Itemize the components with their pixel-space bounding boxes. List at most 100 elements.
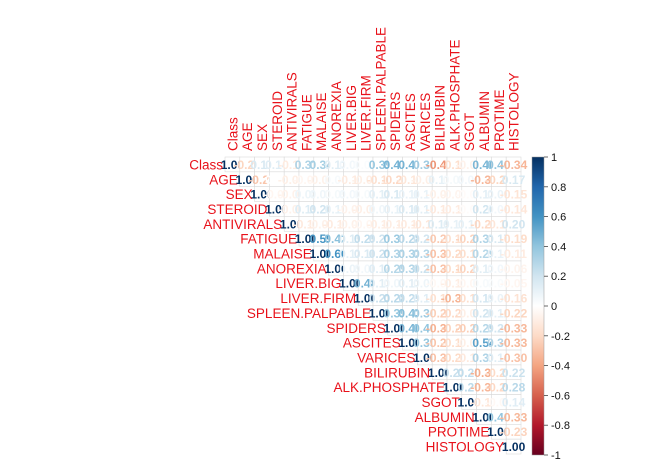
cell-value: -0.12 (456, 351, 484, 365)
cell-value: -0.30 (426, 351, 454, 365)
cell-value: 0.08 (413, 277, 437, 291)
cell-value: -0.08 (278, 202, 306, 216)
cell-value: -0.07 (337, 202, 365, 216)
cell-value: -0.34 (470, 381, 498, 395)
cell-value: 0.12 (339, 247, 363, 261)
cell-value: -0.14 (411, 217, 439, 231)
cell-value: 0.20 (472, 306, 496, 320)
cell-value: -0.34 (470, 173, 498, 187)
row-label-bilirubin: BILIRUBIN (364, 365, 430, 380)
cell-value: 0.10 (487, 247, 511, 261)
row-label-class: Class (189, 157, 223, 172)
cell-value: -0.34 (500, 158, 528, 172)
row-label-spleen-palpable: SPLEEN.PALPABLE (247, 306, 371, 321)
cell-value: 1.00 (398, 336, 422, 350)
cell-value: 0.39 (413, 336, 437, 350)
cell-value: 0.17 (384, 188, 408, 202)
row-label-alk-phosphate: ALK.PHOSPHATE (333, 380, 445, 395)
cell-value: -0.18 (456, 247, 484, 261)
row-label-malaise: MALAISE (253, 247, 312, 262)
cell-value: 0.11 (428, 173, 451, 187)
cell-value: 0.46 (398, 321, 422, 335)
cell-value: 0.36 (413, 158, 437, 172)
cell-value: 1.00 (265, 202, 289, 216)
cell-value: 0.34 (310, 158, 334, 172)
cell-value: -0.11 (441, 202, 468, 216)
cell-value: -0.30 (426, 262, 454, 276)
cell-value: -0.29 (426, 336, 454, 350)
cell-value: 0.17 (250, 158, 274, 172)
cell-value: 0.12 (369, 188, 393, 202)
col-label-ascites: ASCITES (403, 93, 418, 151)
cell-value: 0.04 (324, 173, 348, 187)
cell-value: -0.19 (441, 336, 469, 350)
cell-value: 0.11 (443, 217, 466, 231)
cell-value: 0.29 (472, 321, 496, 335)
cell-value: 0.06 (458, 173, 482, 187)
cell-value: 1.00 (354, 292, 378, 306)
cell-value: -0.22 (485, 173, 513, 187)
cell-value: 0.28 (398, 232, 422, 246)
row-label-albumin: ALBUMIN (415, 410, 475, 425)
cell-value: -0.20 (485, 366, 513, 380)
row-label-spiders: SPIDERS (327, 321, 386, 336)
cell-value: -0.15 (500, 188, 528, 202)
colorbar-tick-label: -0.8 (551, 420, 570, 432)
col-label-malaise: MALAISE (314, 92, 329, 151)
cell-value: -0.09 (352, 173, 380, 187)
cell-value: 0.21 (369, 232, 393, 246)
cell-value: -0.05 (352, 217, 380, 231)
cell-value: 0.14 (487, 351, 511, 365)
cell-value: 0.31 (295, 158, 319, 172)
cell-value: 0.29 (384, 262, 408, 276)
cell-value: -0.12 (426, 202, 454, 216)
cell-value: 1.00 (310, 247, 334, 261)
cell-value: 0.37 (384, 232, 408, 246)
cell-value: -0.02 (456, 188, 484, 202)
cell-value: 1.00 (384, 321, 408, 335)
cell-value: 0.42 (324, 232, 348, 246)
cell-value: 1.00 (339, 277, 363, 291)
cell-value: 0.14 (413, 292, 437, 306)
cell-value: -0.16 (500, 292, 528, 306)
col-label-liver-firm: LIVER.FIRM (359, 75, 374, 151)
cell-value: 1.00 (250, 188, 274, 202)
cell-value: 0.20 (472, 202, 496, 216)
cell-value: 0.13 (369, 277, 393, 291)
colorbar-tick-label: 0.4 (551, 241, 566, 253)
cell-value: -0.21 (470, 217, 498, 231)
cell-value: 1.00 (458, 396, 482, 410)
cell-value: 0.20 (413, 232, 437, 246)
cell-value: 0.46 (472, 158, 496, 172)
cell-value: 0.15 (428, 217, 452, 231)
colorbar-tick-label: 0 (551, 301, 557, 313)
colorbar-tick-label: -0.2 (551, 331, 570, 343)
col-label-sex: SEX (255, 124, 270, 151)
cell-value: 0.23 (443, 366, 467, 380)
cell-value: 0.09 (339, 262, 363, 276)
cell-value: -0.19 (500, 232, 528, 246)
cell-value: 0.36 (413, 306, 437, 320)
cell-value: 1.00 (502, 440, 526, 454)
cell-value: -0.09 (411, 173, 439, 187)
cell-value: -0.14 (485, 217, 513, 231)
cell-value: 0.14 (502, 396, 526, 410)
cell-value: 0.47 (398, 158, 422, 172)
cell-value: -0.10 (367, 217, 395, 231)
cell-value: -0.25 (426, 306, 454, 320)
colorbar-tick-label: 0.6 (551, 212, 566, 224)
cell-value: -0.30 (500, 351, 528, 365)
cell-value: 1.00 (487, 425, 511, 439)
col-label-fatigue: FATIGUE (299, 94, 314, 151)
cell-value: -0.10 (441, 277, 469, 291)
cell-value: -0.14 (396, 173, 424, 187)
colorbar-tick-label: -1 (551, 450, 561, 462)
cell-value: 1.00 (472, 410, 496, 424)
cell-value: 0.17 (502, 173, 526, 187)
cell-value: 0.16 (354, 247, 378, 261)
cell-value: 0.07 (369, 202, 393, 216)
col-label-sgot: SGOT (462, 113, 477, 151)
cell-value: 0.59 (310, 232, 334, 246)
cell-value: -0.09 (352, 202, 380, 216)
cell-value: 1.00 (428, 366, 452, 380)
